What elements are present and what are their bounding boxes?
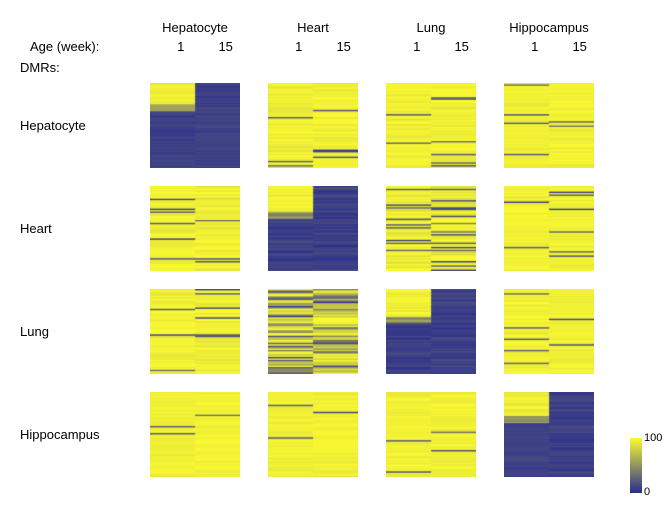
heatmap-row: Hippocampus <box>20 392 649 477</box>
age-row: Age (week): 1 15 1 15 1 15 1 15 <box>20 39 649 54</box>
heatmap-canvas <box>150 186 240 271</box>
heatmap-canvas <box>504 186 594 271</box>
age-value: 15 <box>454 39 468 54</box>
heatmap-canvas <box>150 83 240 168</box>
heatmap-row: Hepatocyte <box>20 83 649 168</box>
column-header: Hippocampus <box>504 20 594 35</box>
heatmap-canvas <box>268 186 358 271</box>
column-header: Hepatocyte <box>150 20 240 35</box>
column-headers: Hepatocyte Heart Lung Hippocampus <box>150 20 649 35</box>
heatmap-cell <box>504 289 594 374</box>
age-group: 1 15 <box>278 39 368 54</box>
heatmap-canvas <box>386 392 476 477</box>
age-group: 1 15 <box>160 39 250 54</box>
age-values: 1 15 1 15 1 15 1 15 <box>160 39 604 54</box>
age-label: Age (week): <box>20 39 160 54</box>
age-value: 1 <box>413 39 420 54</box>
heatmap-canvas <box>386 186 476 271</box>
colorbar-gradient <box>630 438 642 493</box>
heatmap-canvas <box>150 392 240 477</box>
age-value: 15 <box>336 39 350 54</box>
heatmap-canvas <box>504 289 594 374</box>
heatmap-cell <box>386 83 476 168</box>
heatmap-canvas <box>150 289 240 374</box>
heatmap-cell <box>268 392 358 477</box>
heatmap-cell <box>386 289 476 374</box>
age-value: 1 <box>177 39 184 54</box>
column-header: Lung <box>386 20 476 35</box>
heatmap-cell <box>150 289 240 374</box>
heatmap-canvas <box>268 83 358 168</box>
colorbar-tick: 0 <box>644 487 650 498</box>
heatmap-figure: Hepatocyte Heart Lung Hippocampus Age (week… <box>20 20 649 477</box>
age-group: 1 15 <box>396 39 486 54</box>
heatmap-canvas <box>268 392 358 477</box>
heatmap-cell <box>150 392 240 477</box>
heatmap-cell <box>386 186 476 271</box>
age-value: 1 <box>295 39 302 54</box>
age-value: 1 <box>531 39 538 54</box>
age-value: 15 <box>218 39 232 54</box>
row-label: Heart <box>20 221 150 236</box>
heatmap-grid: Hepatocyte Heart Lung Hippocampus <box>20 83 649 477</box>
heatmap-canvas <box>268 289 358 374</box>
row-label: Hippocampus <box>20 427 150 442</box>
heatmap-cell <box>504 186 594 271</box>
heatmap-cell <box>386 392 476 477</box>
row-label: Lung <box>20 324 150 339</box>
heatmap-canvas <box>504 83 594 168</box>
age-group: 1 15 <box>514 39 604 54</box>
heatmap-canvas <box>504 392 594 477</box>
column-header: Heart <box>268 20 358 35</box>
dmr-label: DMRs: <box>20 60 649 75</box>
heatmap-canvas <box>386 83 476 168</box>
row-label: Hepatocyte <box>20 118 150 133</box>
heatmap-canvas <box>386 289 476 374</box>
heatmap-cell <box>150 83 240 168</box>
age-value: 15 <box>572 39 586 54</box>
colorbar-tick: 100 <box>644 433 662 444</box>
heatmap-cell <box>268 186 358 271</box>
heatmap-cell <box>504 392 594 477</box>
heatmap-cell <box>150 186 240 271</box>
heatmap-row: Lung <box>20 289 649 374</box>
heatmap-cell <box>268 289 358 374</box>
colorbar: 1000 <box>630 438 642 496</box>
heatmap-cell <box>268 83 358 168</box>
heatmap-cell <box>504 83 594 168</box>
heatmap-row: Heart <box>20 186 649 271</box>
